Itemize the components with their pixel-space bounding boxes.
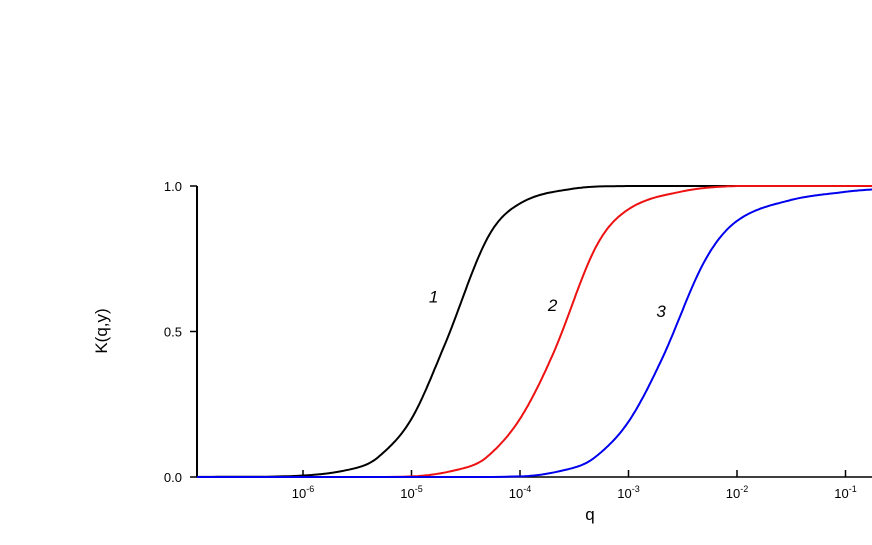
x-tick-label: 10-6: [292, 484, 314, 501]
x-tick-label: 10-4: [509, 484, 531, 501]
y-tick-label: 0.0: [164, 470, 182, 485]
x-tick-label: 10-2: [726, 484, 748, 501]
axes: [196, 186, 872, 478]
x-tick-base: 10: [509, 486, 523, 501]
curves: [196, 185, 872, 478]
x-tick-label: 10-5: [400, 484, 422, 501]
x-tick-exponent: -1: [849, 484, 857, 494]
x-ticks: 10-6 10-5 10-4 10-3 10-2 10-1: [292, 470, 857, 501]
x-tick-base: 10: [400, 486, 414, 501]
curve-labels: 1 2 3: [429, 287, 667, 321]
x-tick-base: 10: [292, 486, 306, 501]
x-tick-label: 10-3: [617, 484, 639, 501]
curve-1-line: [196, 185, 872, 478]
curve-3-label: 3: [656, 302, 666, 321]
x-tick-base: 10: [726, 486, 740, 501]
y-axis-title: K(q,y): [92, 308, 111, 353]
x-tick-label: 10-1: [834, 484, 856, 501]
curve-1-label: 1: [429, 287, 438, 306]
x-axis-title: q: [585, 505, 594, 524]
curve-2-label: 2: [547, 296, 558, 315]
x-tick-base: 10: [617, 486, 631, 501]
x-tick-exponent: -3: [632, 484, 640, 494]
x-tick-exponent: -5: [415, 484, 423, 494]
curve-2-line: [197, 185, 872, 478]
y-ticks: 0.0 0.5 1.0: [164, 179, 197, 485]
x-tick-exponent: -4: [523, 484, 531, 494]
x-tick-exponent: -6: [306, 484, 314, 494]
y-tick-label: 0.5: [164, 325, 182, 340]
curve-3-line: [197, 188, 872, 478]
x-tick-base: 10: [834, 486, 848, 501]
y-tick-label: 1.0: [164, 179, 182, 194]
x-tick-exponent: -2: [740, 484, 748, 494]
